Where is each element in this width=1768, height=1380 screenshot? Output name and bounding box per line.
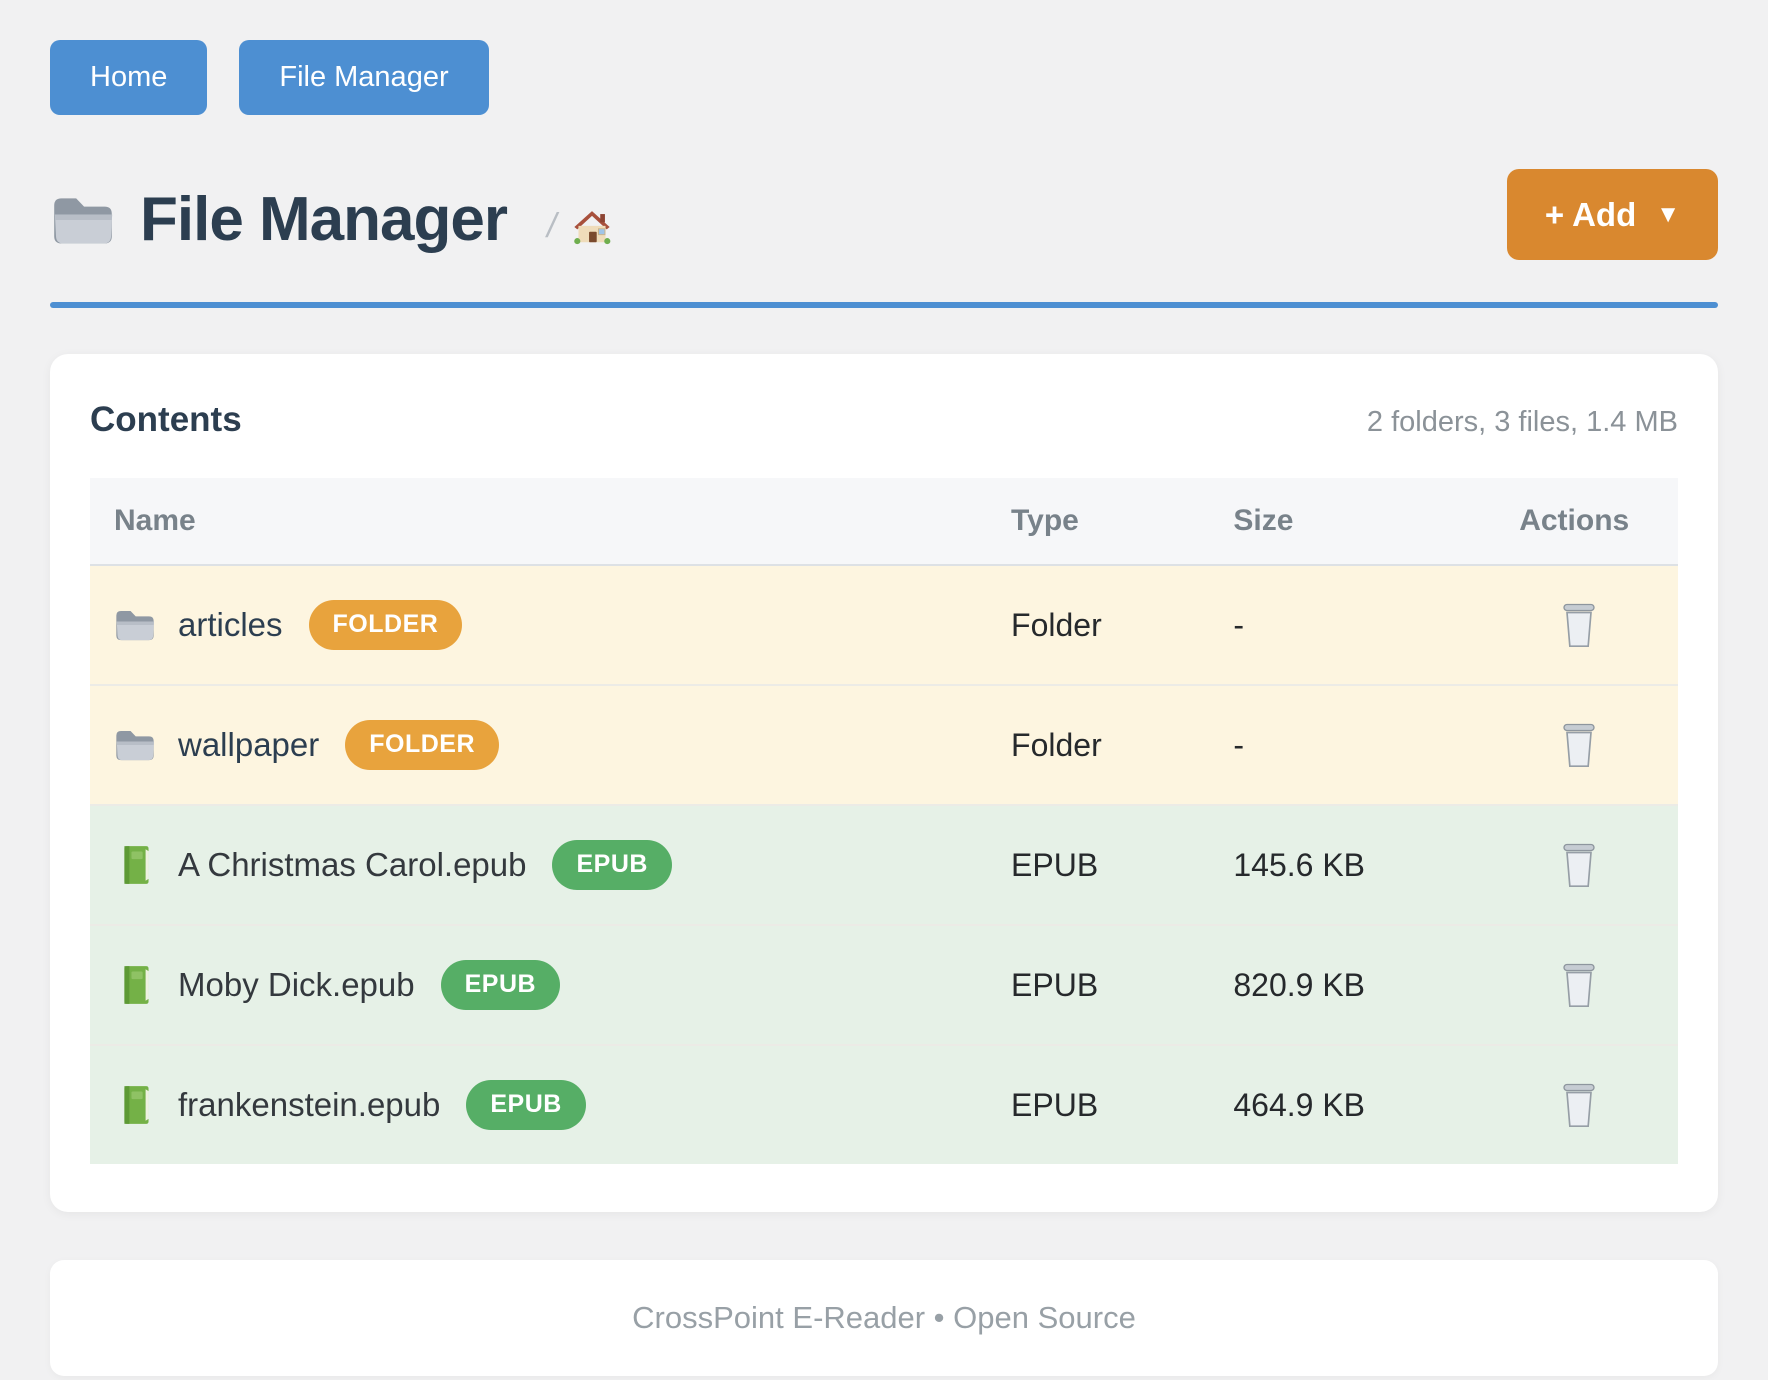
file-table: Name Type Size Actions articles FOLDER F… <box>90 478 1678 1164</box>
footer-text: CrossPoint E-Reader • Open Source <box>50 1300 1718 1336</box>
table-row: frankenstein.epub EPUB EPUB 464.9 KB <box>90 1045 1678 1164</box>
type-badge: EPUB <box>441 960 560 1010</box>
card-header: Contents 2 folders, 3 files, 1.4 MB <box>90 400 1678 440</box>
delete-button[interactable] <box>1559 1082 1599 1129</box>
breadcrumb-separator: / <box>547 207 556 246</box>
table-body: articles FOLDER Folder - wallpaper FOLDE… <box>90 565 1678 1164</box>
size-cell: 820.9 KB <box>1233 925 1519 1045</box>
type-cell: Folder <box>1011 565 1233 685</box>
type-badge: FOLDER <box>345 720 499 770</box>
file-name[interactable]: wallpaper <box>178 726 319 764</box>
column-header-type: Type <box>1011 478 1233 565</box>
type-cell: EPUB <box>1011 1045 1233 1164</box>
type-badge: EPUB <box>466 1080 585 1130</box>
delete-button[interactable] <box>1559 842 1599 889</box>
type-cell: EPUB <box>1011 925 1233 1045</box>
trash-icon <box>1559 962 1599 1009</box>
page-header: File Manager / + Add ▼ <box>50 179 1718 260</box>
table-row: Moby Dick.epub EPUB EPUB 820.9 KB <box>90 925 1678 1045</box>
trash-icon <box>1559 722 1599 769</box>
type-badge: EPUB <box>552 840 671 890</box>
table-header: Name Type Size Actions <box>90 478 1678 565</box>
size-cell: - <box>1233 685 1519 805</box>
size-cell: 145.6 KB <box>1233 805 1519 925</box>
book-icon <box>114 845 156 885</box>
table-row: wallpaper FOLDER Folder - <box>90 685 1678 805</box>
delete-button[interactable] <box>1559 722 1599 769</box>
trash-icon <box>1559 842 1599 889</box>
book-icon <box>114 1085 156 1125</box>
footer: CrossPoint E-Reader • Open Source <box>50 1260 1718 1376</box>
file-name[interactable]: articles <box>178 606 283 644</box>
contents-card: Contents 2 folders, 3 files, 1.4 MB Name… <box>50 354 1718 1212</box>
trash-icon <box>1559 602 1599 649</box>
title-divider <box>50 302 1718 308</box>
contents-summary: 2 folders, 3 files, 1.4 MB <box>1367 406 1678 439</box>
size-cell: - <box>1233 565 1519 685</box>
file-name[interactable]: Moby Dick.epub <box>178 966 415 1004</box>
page: Home File Manager File Manager / + Add ▼… <box>0 0 1768 1376</box>
type-cell: EPUB <box>1011 805 1233 925</box>
column-header-name: Name <box>90 478 1011 565</box>
top-nav: Home File Manager <box>50 40 1718 115</box>
trash-icon <box>1559 1082 1599 1129</box>
breadcrumb: / <box>547 207 612 246</box>
table-row: articles FOLDER Folder - <box>90 565 1678 685</box>
folder-icon <box>50 193 116 247</box>
delete-button[interactable] <box>1559 962 1599 1009</box>
file-name[interactable]: A Christmas Carol.epub <box>178 846 526 884</box>
home-button[interactable]: Home <box>50 40 207 115</box>
column-header-size: Size <box>1233 478 1519 565</box>
table-row: A Christmas Carol.epub EPUB EPUB 145.6 K… <box>90 805 1678 925</box>
size-cell: 464.9 KB <box>1233 1045 1519 1164</box>
card-title: Contents <box>90 400 242 440</box>
file-name[interactable]: frankenstein.epub <box>178 1086 440 1124</box>
page-title: File Manager <box>140 184 507 255</box>
column-header-actions: Actions <box>1519 478 1678 565</box>
delete-button[interactable] <box>1559 602 1599 649</box>
type-badge: FOLDER <box>309 600 463 650</box>
chevron-down-icon: ▼ <box>1656 203 1680 227</box>
book-icon <box>114 965 156 1005</box>
folder-icon <box>114 605 156 645</box>
home-icon[interactable] <box>572 208 612 246</box>
file-manager-button[interactable]: File Manager <box>239 40 488 115</box>
add-button-label: + Add <box>1545 198 1636 231</box>
add-button[interactable]: + Add ▼ <box>1507 169 1718 260</box>
type-cell: Folder <box>1011 685 1233 805</box>
folder-icon <box>114 725 156 765</box>
